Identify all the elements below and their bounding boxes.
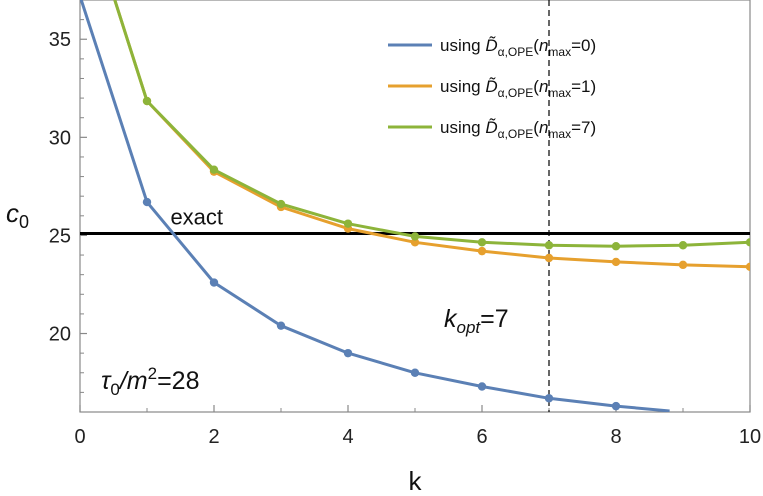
plot-area [80, 0, 750, 412]
legend-part: max [548, 127, 571, 141]
data-point [343, 219, 353, 228]
tau-sup: 2 [148, 364, 157, 383]
tau-symbol: τ [101, 367, 112, 395]
data-point [544, 241, 554, 250]
y-tick-label: 25 [49, 225, 71, 247]
data-point [611, 401, 621, 411]
legend-part: D̃ [485, 117, 497, 137]
data-point [544, 253, 554, 263]
kopt-val: =7 [480, 305, 509, 333]
legend-part: using [440, 36, 485, 55]
y-tick-label: 30 [49, 127, 71, 149]
legend-part: α,OPE [498, 86, 534, 100]
legend-part: D̃ [485, 76, 497, 96]
legend-part: n [539, 118, 548, 137]
legend-label: using D̃α,OPE(nmax=7) [440, 117, 596, 141]
legend-part: n [539, 36, 548, 55]
data-point [410, 238, 420, 247]
legend-part: using [440, 77, 485, 96]
legend-part: =7) [571, 118, 596, 137]
tau-sub: 0 [110, 380, 119, 399]
legend-part: max [548, 86, 571, 100]
legend-part: max [548, 45, 571, 59]
x-tick-label: 2 [208, 426, 219, 448]
data-point [477, 382, 487, 391]
vertical-line-label: kopt=7 [444, 305, 509, 337]
y-axis-label: c0 [6, 198, 29, 232]
y-tick-label: 35 [49, 29, 71, 51]
legend-part: =0) [571, 36, 596, 55]
x-tick-label: 0 [74, 426, 85, 448]
data-point [209, 165, 219, 174]
y-axis-label-main: c [6, 198, 19, 228]
data-point [477, 238, 487, 247]
x-tick-label: 8 [610, 426, 621, 448]
series-line [80, 0, 670, 412]
legend-part: α,OPE [498, 45, 534, 59]
legend-paren: ( [533, 77, 539, 96]
x-axis-label: k [409, 466, 423, 496]
x-tick-label: 6 [476, 426, 487, 448]
tau-annotation: τ0/m2=28 [101, 364, 200, 399]
data-point [142, 96, 152, 106]
data-point [209, 278, 219, 287]
legend-part: n [539, 77, 548, 96]
kopt-k: k [444, 305, 458, 333]
data-point [343, 348, 353, 358]
legend-paren: ( [533, 36, 539, 55]
legend-part: α,OPE [498, 127, 534, 141]
data-point [611, 242, 621, 251]
y-axis-label-sub: 0 [19, 212, 29, 232]
reference-line-label: exact [170, 204, 223, 229]
data-point [410, 368, 420, 377]
y-tick-label: 20 [49, 324, 71, 346]
tau-mid: /m [118, 367, 148, 395]
legend-part: using [440, 118, 485, 137]
legend: using D̃α,OPE(nmax=0)using D̃α,OPE(nmax=… [388, 35, 596, 141]
data-point [678, 241, 688, 250]
legend-label: using D̃α,OPE(nmax=0) [440, 35, 596, 59]
data-point [745, 238, 750, 247]
data-point [544, 394, 554, 403]
data-point [611, 257, 621, 267]
data-point [410, 232, 420, 241]
legend-label: using D̃α,OPE(nmax=1) [440, 76, 596, 100]
data-point [477, 246, 487, 256]
legend-paren: ( [533, 118, 539, 137]
x-tick-label: 4 [342, 426, 353, 448]
data-point [276, 321, 286, 330]
data-point [276, 199, 286, 209]
data-point [678, 260, 688, 270]
legend-part: D̃ [485, 35, 497, 55]
x-tick-label: 10 [739, 426, 761, 448]
data-point [142, 197, 152, 207]
tau-val: =28 [157, 367, 199, 395]
kopt-sub: opt [457, 318, 482, 337]
legend-part: =1) [571, 77, 596, 96]
data-point [745, 262, 750, 272]
